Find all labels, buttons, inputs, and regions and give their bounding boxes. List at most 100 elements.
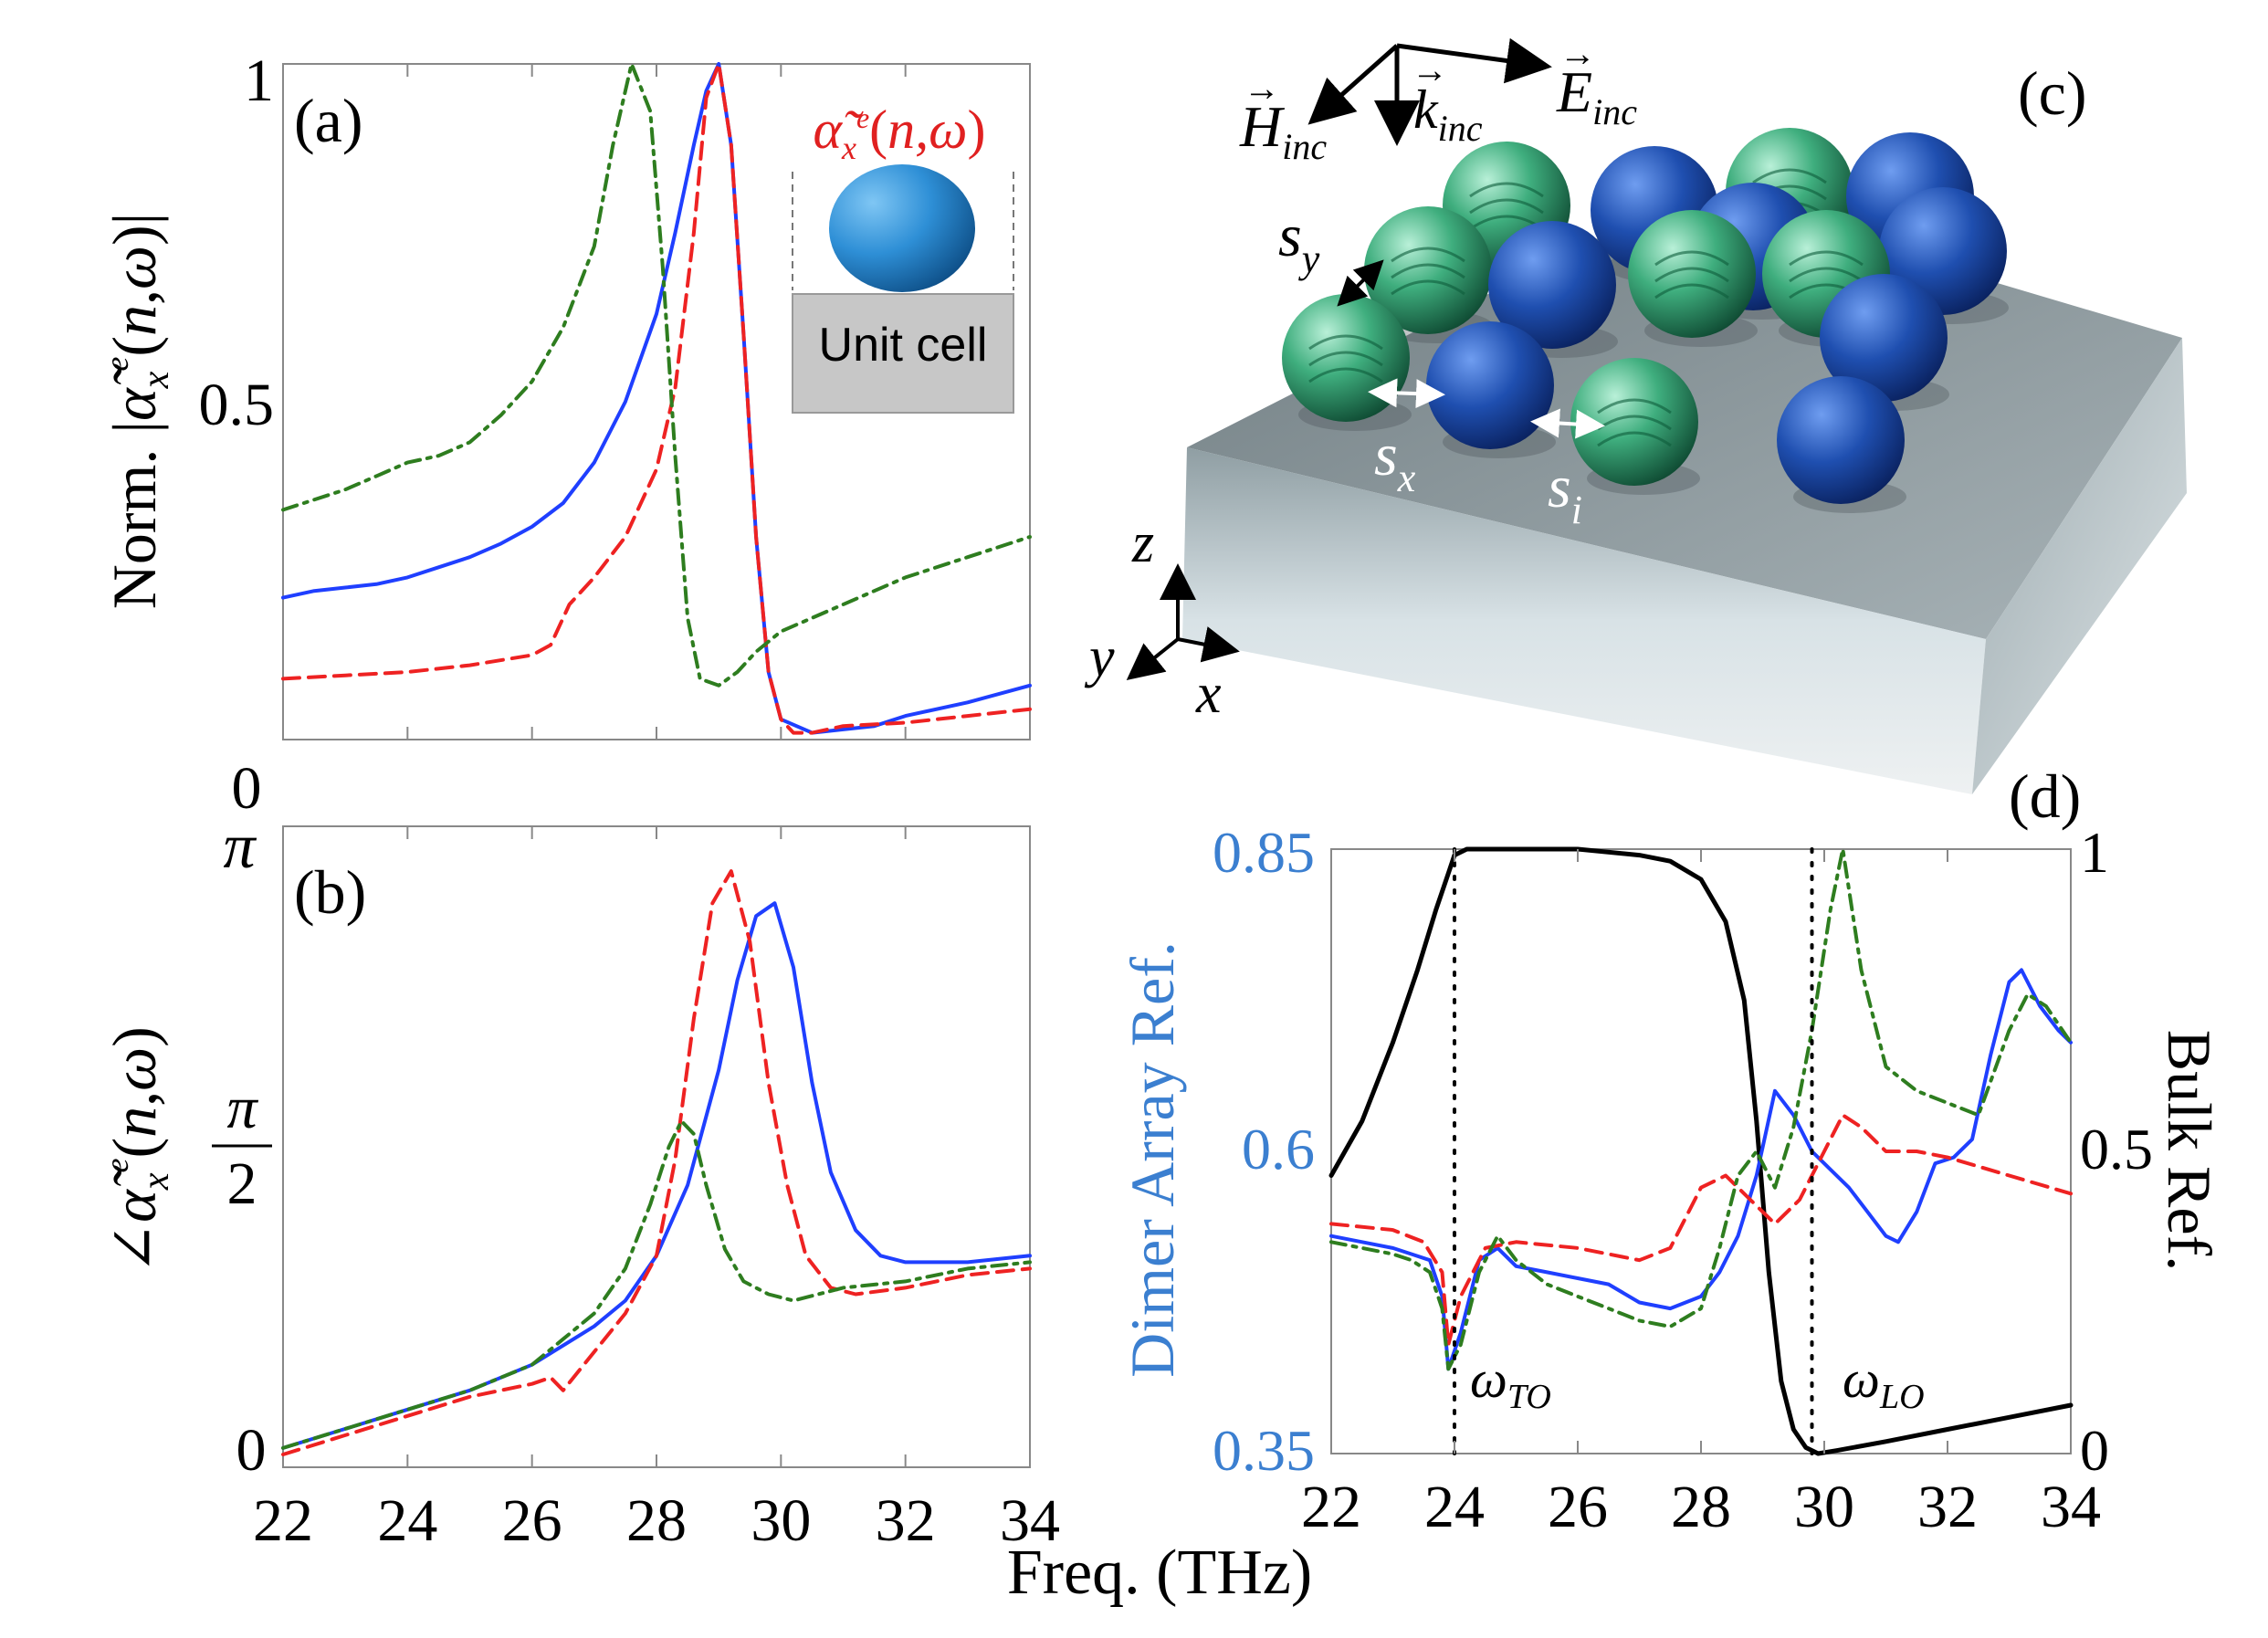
panel-d-series-green-dashdot xyxy=(1329,847,2073,1371)
k-vec-arrow: → xyxy=(1412,49,1448,90)
panel-b-series-blue-solid xyxy=(281,901,1032,1450)
e-vec-arrow: → xyxy=(1559,33,1596,74)
panel-b-ytick-0: 0 xyxy=(236,1417,267,1484)
green-sphere xyxy=(1364,206,1492,334)
malachite-band xyxy=(1391,247,1465,263)
svg-text:Bulk Ref.: Bulk Ref. xyxy=(2155,1030,2224,1271)
malachite-band xyxy=(1469,182,1544,198)
axis-x-label: x xyxy=(1195,663,1222,725)
panel-a-ytick-0: 0 xyxy=(232,755,262,822)
inset-alpha-label: α̃xe(n,ω) xyxy=(813,100,985,166)
malachite-band xyxy=(1654,283,1729,299)
panel-d-label: (d) xyxy=(2009,761,2081,831)
malachite-band xyxy=(1308,351,1383,367)
slab-side xyxy=(1972,338,2187,794)
panel-b: (b) π π 2 0 ∠α̃xe(n,ω) 22 24 26 28 30 32 34 xyxy=(99,812,1060,1554)
svg-text:Norm. |α̃xe(n,ω)|: Norm. |α̃xe(n,ω)| xyxy=(99,213,177,610)
panel-a-ticks xyxy=(282,64,1031,740)
unit-cell-sphere xyxy=(829,164,975,292)
panel-d-series xyxy=(1328,846,2074,1456)
panel-b-ytick-pi-half: π 2 xyxy=(212,1075,272,1217)
panel-a: (a) 1 0.5 0 Norm. |α̃xe(n,ω)| α̃xe(n,ω) … xyxy=(99,47,1032,822)
svg-text:∠α̃xe(n,ω): ∠α̃xe(n,ω) xyxy=(99,1026,177,1275)
panel-d-ytick-right-05: 0.5 xyxy=(2080,1117,2153,1181)
incidence-vectors xyxy=(1307,37,1552,146)
panel-d-xticklabel-24: 24 xyxy=(1424,1474,1485,1540)
omega-lo-label: ωLO xyxy=(1843,1349,1925,1416)
panel-d-ytick-left-085: 0.85 xyxy=(1213,820,1315,885)
coordinate-axes xyxy=(1126,563,1240,680)
panel-a-series-green-dashdot xyxy=(281,62,1032,688)
green-sphere xyxy=(1628,210,1756,338)
panel-b-xticklabels: 22 24 26 28 30 32 34 xyxy=(253,1487,1060,1554)
slab-front xyxy=(1182,447,1986,794)
panel-a-series xyxy=(281,62,1032,735)
malachite-band xyxy=(1654,267,1729,283)
panel-d-ylabel-right: Bulk Ref. xyxy=(2155,1030,2224,1271)
malachite-band xyxy=(1391,279,1465,296)
panel-b-xticklabel-26: 26 xyxy=(502,1487,562,1554)
panel-b-ylabel: ∠α̃xe(n,ω) xyxy=(99,1026,177,1275)
panel-b-xticklabel-34: 34 xyxy=(1000,1487,1060,1554)
panel-b-series-red-dashed xyxy=(281,869,1032,1456)
panel-d-xticklabel-34: 34 xyxy=(2041,1474,2101,1540)
malachite-band xyxy=(1391,263,1465,279)
unit-cell-inset: α̃xe(n,ω) Unit cell xyxy=(792,100,1014,414)
h-vec-arrow: → xyxy=(1244,68,1280,109)
svg-text:π: π xyxy=(226,1075,258,1141)
panel-a-ytick-05: 0.5 xyxy=(199,372,275,438)
svg-text:2: 2 xyxy=(227,1150,257,1217)
panel-d-xticklabel-22: 22 xyxy=(1301,1474,1361,1540)
panel-d-ytick-left-035: 0.35 xyxy=(1213,1418,1315,1483)
green-sphere xyxy=(1570,358,1698,486)
panel-d-xticklabel-26: 26 xyxy=(1548,1474,1608,1540)
panel-d-ytick-right-0: 0 xyxy=(2080,1418,2109,1483)
sphere-array xyxy=(1282,128,2009,513)
omega-to-label: ωTO xyxy=(1470,1349,1551,1416)
panel-b-xticklabel-32: 32 xyxy=(876,1487,936,1554)
x-axis-label: Freq. (THz) xyxy=(1007,1538,1312,1608)
blue-sphere xyxy=(1426,321,1554,449)
malachite-band xyxy=(1308,367,1383,383)
malachite-band xyxy=(1469,198,1544,215)
axis-z-label: z xyxy=(1131,512,1154,574)
malachite-band xyxy=(1597,431,1672,447)
panel-b-series-green-dashdot xyxy=(281,1118,1032,1450)
panel-d-series-bulk-ref-black- xyxy=(1328,846,2074,1456)
panel-d-xticklabels: 22 24 26 28 30 32 34 xyxy=(1301,1474,2101,1540)
green-sphere xyxy=(1282,294,1410,422)
axis-y-label: y xyxy=(1084,626,1115,688)
malachite-band xyxy=(1789,250,1864,267)
malachite-band xyxy=(1789,267,1864,283)
panel-b-frame xyxy=(282,825,1031,1468)
unit-cell-caption: Unit cell xyxy=(819,319,988,372)
panel-a-ylabel: Norm. |α̃xe(n,ω)| xyxy=(99,213,177,610)
panel-b-xticklabel-28: 28 xyxy=(626,1487,687,1554)
panel-d-xticklabel-32: 32 xyxy=(1917,1474,1978,1540)
panel-b-ytick-pi: π xyxy=(223,812,257,882)
panel-b-xticklabel-24: 24 xyxy=(377,1487,437,1554)
blue-sphere xyxy=(1777,376,1905,504)
unit-cell-substrate xyxy=(792,293,1014,414)
blue-sphere xyxy=(1820,274,1948,402)
malachite-band xyxy=(1308,334,1383,351)
panel-c-label: (c) xyxy=(2018,58,2086,128)
panel-d-ticks xyxy=(1330,849,2072,1454)
panel-d-xticklabel-28: 28 xyxy=(1671,1474,1731,1540)
panel-b-ticks xyxy=(282,826,1031,1467)
panel-d-ytick-right-1: 1 xyxy=(2080,820,2109,885)
spacing-sy: sy xyxy=(1278,203,1384,307)
panel-d-series-red-dashed xyxy=(1329,1113,2073,1347)
malachite-band xyxy=(1752,168,1827,184)
panel-d-ytick-left-06: 0.6 xyxy=(1242,1117,1315,1181)
panel-a-label: (a) xyxy=(294,86,362,155)
panel-a-ytick-1: 1 xyxy=(244,47,274,114)
panel-b-xticklabel-22: 22 xyxy=(253,1487,313,1554)
panel-c: (c) Hinc → kinc → Einc → sy sx xyxy=(1084,33,2187,794)
panel-d-ylabel-left: Dimer Array Ref. xyxy=(1118,941,1187,1378)
panel-d-xticklabel-30: 30 xyxy=(1794,1474,1854,1540)
svg-text:sy: sy xyxy=(1278,203,1320,281)
malachite-band xyxy=(1654,250,1729,267)
panel-b-series xyxy=(281,869,1032,1456)
